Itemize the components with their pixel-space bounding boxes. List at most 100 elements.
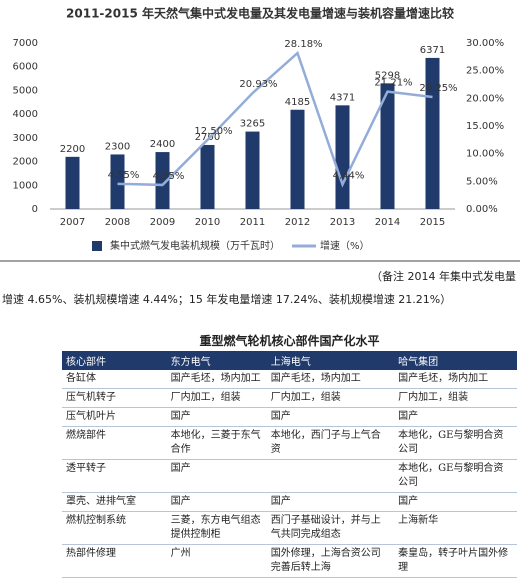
table-cell: 燃机控制系统 <box>62 511 167 545</box>
header-cell: 上海电气 <box>266 351 395 370</box>
table-row: 罩壳、进排气室 国产 国产 国产 <box>62 492 517 512</box>
legend-label: 集中式燃气发电装机规模（万千瓦时） <box>110 239 280 252</box>
bar-label: 4185 <box>285 97 310 108</box>
x-tick-label: 2009 <box>150 217 175 228</box>
table-row: 压气机叶片 国产 国产 国产 <box>62 407 517 427</box>
line <box>117 50 433 188</box>
table-cell <box>266 459 395 493</box>
table-row: 透平转子 国产 本地化，GE与黎明合资公司 <box>62 459 517 493</box>
x-tick-label: 2008 <box>105 217 130 228</box>
bar <box>155 152 170 209</box>
y2-tick-label: 10.00% <box>466 149 504 160</box>
x-tick-label: 2013 <box>330 217 355 228</box>
line-label: 28.18% <box>284 39 322 50</box>
table-cell: 国产毛坯，场内加工 <box>266 370 395 389</box>
y2-tick-label: 15.00% <box>466 121 504 132</box>
chart: 2011-2015 年天然气集中式发电量及其发电量增速与装机容量增速比较 0 10… <box>0 6 520 262</box>
bar <box>380 83 395 209</box>
y2-tick-label: 5.00% <box>466 176 498 187</box>
bar-label: 2700 <box>195 132 220 143</box>
bar-label: 2300 <box>105 141 130 152</box>
y2-tick-label: 20.00% <box>466 93 504 104</box>
x-tick-label: 2011 <box>240 217 265 228</box>
table-cell: 燃烧部件 <box>62 426 167 460</box>
table-cell: 各缸体 <box>62 370 167 389</box>
table-cell: 压气机转子 <box>62 388 167 408</box>
x-tick-label: 2014 <box>375 217 400 228</box>
bar-label: 5298 <box>375 70 400 81</box>
table-cell: 本地化，西门子与上气合资 <box>266 426 395 460</box>
header-cell: 哈气集团 <box>394 351 517 370</box>
y-tick-label: 1000 <box>13 180 38 191</box>
table-cell: 国产 <box>166 407 267 427</box>
y2-tick-label: 30.00% <box>466 38 504 49</box>
bar-label: 4371 <box>330 92 355 103</box>
table-cell: 国产 <box>166 492 267 512</box>
table-cell: 上海新华 <box>394 511 517 545</box>
table-cell: 罩壳、进排气室 <box>62 492 167 512</box>
bar <box>65 156 80 209</box>
y-tick-label: 7000 <box>13 38 38 49</box>
table-cell: 厂内加工，组装 <box>394 388 517 408</box>
bar-label: 2400 <box>150 139 175 150</box>
table-cell: 透平转子 <box>62 459 167 493</box>
bar-label: 2200 <box>60 144 85 155</box>
table-cell: 国外修理，上海合资公司完善后转上海 <box>266 544 395 578</box>
table-row: 热部件修理 广州 国外修理，上海合资公司完善后转上海 秦皇岛，转子叶片国外修理 <box>62 544 517 578</box>
header-cell: 核心部件 <box>62 351 167 370</box>
line-label: 4.35% <box>153 171 185 182</box>
chart-title: 2011-2015 年天然气集中式发电量及其发电量增速与装机容量增速比较 <box>66 6 454 21</box>
table-cell: 热部件修理 <box>62 544 167 578</box>
line-label: 4.44% <box>333 170 365 181</box>
table-cell: 本地化，GE与黎明合资公司 <box>394 459 517 493</box>
table-cell: 国产毛坯，场内加工 <box>394 370 517 389</box>
bar-label: 3265 <box>240 119 265 130</box>
table-row: 燃烧部件 本地化，三菱于东气合作 本地化，西门子与上气合资 本地化，GE与黎明合资公司 <box>62 426 517 460</box>
y-tick-label: 5000 <box>13 85 38 96</box>
y-tick-label: 0 <box>32 204 38 215</box>
bar <box>245 131 260 209</box>
table-cell: 本地化，GE与黎明合资公司 <box>394 426 517 460</box>
table-cell: 国产 <box>394 492 517 512</box>
table-cell: 广州 <box>166 544 267 578</box>
table-cell: 三菱，东方电气组态提供控制柜 <box>166 511 267 545</box>
table-row: 压气机转子 厂内加工，组装 厂内加工，组装 厂内加工，组装 <box>62 388 517 408</box>
note-line: 增速 4.65%、装机规模增速 4.44%；15 年发电量增速 17.24%、装… <box>2 293 452 306</box>
y-tick-label: 2000 <box>13 157 38 168</box>
line-label: 20.93% <box>239 79 277 90</box>
table-cell: 压气机叶片 <box>62 407 167 427</box>
bar <box>290 109 305 209</box>
y-tick-label: 4000 <box>13 109 38 120</box>
y-tick-label: 6000 <box>13 62 38 73</box>
table-cell: 国产 <box>266 492 395 512</box>
legend-swatch <box>92 241 102 251</box>
header-cell: 东方电气 <box>166 351 267 370</box>
bar <box>335 105 350 209</box>
table-cell: 国产 <box>394 407 517 427</box>
line-label: 4.55% <box>108 170 140 181</box>
line-label: 20.25% <box>419 83 457 94</box>
table-cell: 国产毛坯，场内加工 <box>166 370 267 389</box>
table-row: 各缸体 国产毛坯，场内加工 国产毛坯，场内加工 国产毛坯，场内加工 <box>62 370 517 389</box>
bar-label: 6371 <box>420 45 445 56</box>
legend-label: 增速（%） <box>320 239 370 252</box>
table-row: 燃机控制系统 三菱，东方电气组态提供控制柜 西门子基础设计，并与上气共同完成组态 上海… <box>62 511 517 545</box>
x-tick-label: 2007 <box>60 217 85 228</box>
bar <box>425 57 440 209</box>
table-cell: 厂内加工，组装 <box>166 388 267 408</box>
bar <box>110 154 125 209</box>
x-tick-label: 2010 <box>195 217 220 228</box>
table-cell: 国产 <box>266 407 395 427</box>
table-cell: 国产 <box>166 459 267 493</box>
table-cell: 本地化，三菱于东气合作 <box>166 426 267 460</box>
x-tick-label: 2015 <box>420 217 445 228</box>
line-label: 12.50% <box>194 126 232 137</box>
table-cell: 西门子基础设计，并与上气共同完成组态 <box>266 511 395 545</box>
y-tick-label: 3000 <box>13 133 38 144</box>
bar <box>200 144 215 209</box>
x-tick-label: 2012 <box>285 217 310 228</box>
table-title: 重型燃气轮机核心部件国产化水平 <box>199 334 380 348</box>
line-label: 21.21% <box>374 78 412 89</box>
table-cell: 秦皇岛，转子叶片国外修理 <box>394 544 517 578</box>
